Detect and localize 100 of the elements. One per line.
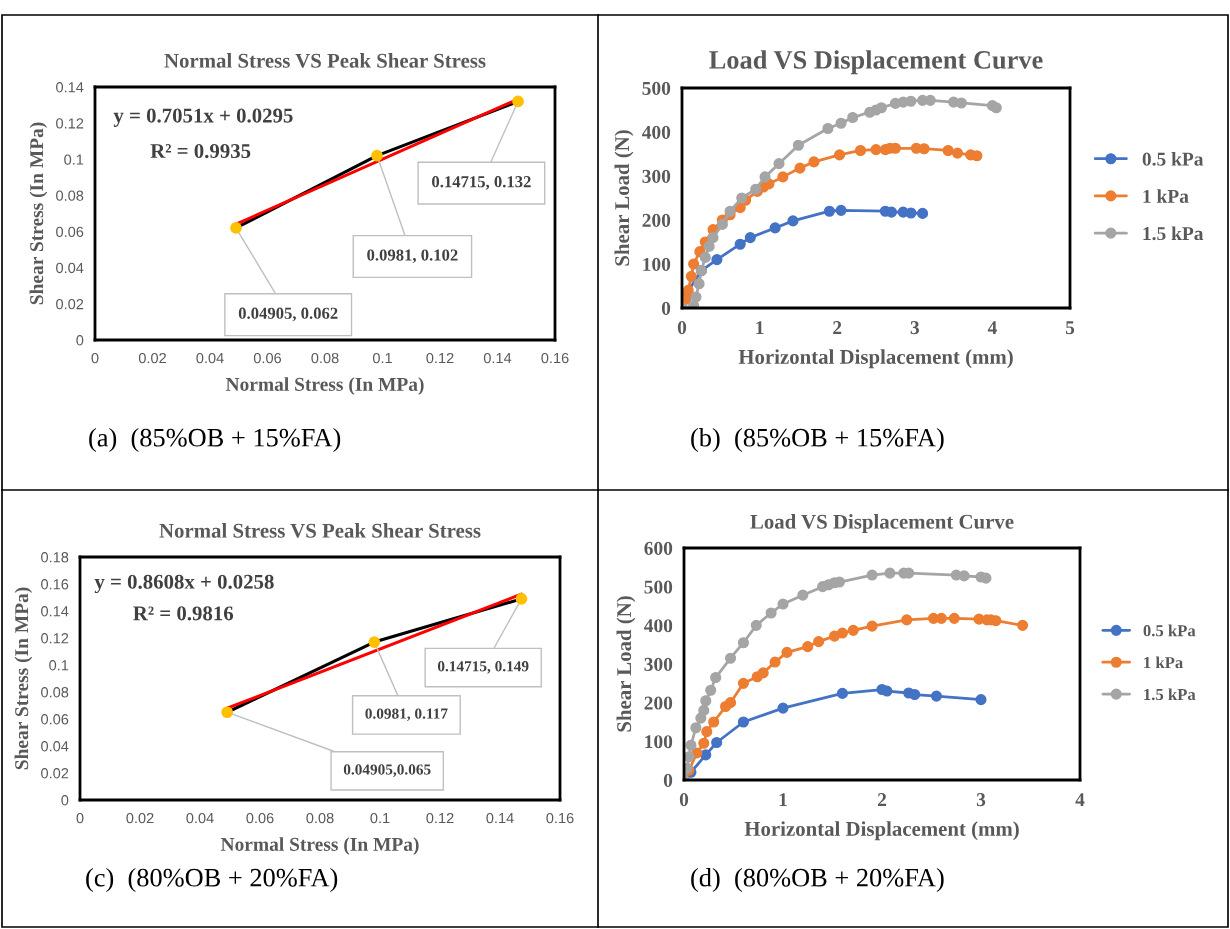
x-tick-label: 2 [833,321,842,334]
y-axis-title: Shear Load (N) [616,596,636,732]
point [716,218,728,230]
data-label: 0.0981, 0.117 [365,708,448,721]
y-tick-label: 200 [644,696,673,710]
y-tick-label: 500 [644,580,673,594]
point [682,284,694,296]
point [736,192,748,204]
point [699,251,711,263]
point [773,158,785,170]
annotation: R² = 0.9816 [133,606,234,621]
chart-title: Load VS Displacement Curve [750,514,1014,533]
x-tick-label: 4 [987,321,997,334]
data-label: 0.14715, 0.132 [432,176,531,190]
x-tick-label: 0.16 [546,812,574,824]
point [866,569,878,581]
chart-title: Normal Stress VS Peak Shear Stress [159,523,481,538]
point [951,147,964,159]
point [802,641,814,653]
y-axis-title: Shear Stress (In MPa) [29,122,48,305]
x-tick-label: 0.12 [426,352,454,364]
x-tick-label: 0 [677,321,687,335]
point [700,749,712,761]
x-tick-label: 0.06 [253,352,282,364]
x-tick-label: 4 [1075,793,1085,806]
y-tick-label: 0.1 [64,154,84,165]
point [917,207,929,219]
y-tick-label: 500 [642,81,671,95]
data-label: 0.04905, 0.062 [238,307,338,322]
legend-label: 0.5 kPa [1143,624,1196,637]
x-tick-label: 0.1 [372,352,392,364]
point [777,598,789,610]
point [710,671,722,684]
y-tick-label: 0.1 [49,660,69,671]
point [836,687,848,699]
point [854,144,867,157]
legend-label: 1.5 kPa [1143,226,1204,241]
y-tick-label: 300 [642,169,671,183]
point [744,232,756,244]
y-tick-label: 0.16 [41,579,69,590]
point [948,612,960,624]
point [515,593,528,605]
x-tick-label: 0.12 [426,812,454,824]
y-tick-label: 400 [643,619,673,633]
point [690,291,702,303]
x-tick-label: 1 [779,793,787,806]
y-tick-label: 0 [663,773,673,787]
point [705,684,717,696]
point [835,204,847,216]
data-label: 0.04905,0.065 [343,764,431,777]
point [707,232,719,244]
point [930,690,943,702]
point [808,156,820,168]
y-tick-label: 0.08 [41,687,69,698]
y-tick-label: 0.12 [41,633,69,644]
point [781,646,793,658]
point [230,222,242,234]
x-tick-label: 0.14 [483,352,512,364]
point [688,258,700,270]
point [759,171,771,183]
y-tick-label: 0.02 [56,298,84,310]
point [724,652,737,664]
point [905,95,917,107]
point [777,702,789,714]
point [693,278,705,290]
y-tick-label: 300 [644,657,673,671]
y-tick-label: 200 [642,213,671,227]
x-axis-title: Horizontal Displacement (mm) [744,821,1019,841]
x-tick-label: 0.04 [186,812,214,824]
y-tick-label: 0.14 [41,606,69,617]
x-tick-label: 1 [756,321,764,334]
point [847,111,859,124]
point [835,117,847,129]
point [905,207,917,219]
legend-label: 0.5 kPa [1142,152,1204,166]
annotation: y = 0.8608x + 0.0258 [94,574,274,594]
point [685,739,697,751]
point [797,589,809,601]
text: (d) (80%OB + 20%FA) [691,868,944,892]
y-tick-label: 0.18 [41,552,69,563]
point [769,656,781,668]
point [698,704,710,716]
point [701,726,713,738]
point [371,149,383,162]
y-tick-label: 0.02 [41,768,69,779]
y-tick-label: 400 [641,125,671,139]
x-tick-label: 0.1 [370,812,390,824]
point [368,636,381,648]
point [884,567,896,579]
legend-label: 1 kPa [1143,189,1189,203]
point [777,171,789,183]
point [700,695,712,707]
point [724,205,736,217]
x-axis-title: Horizontal Displacement (mm) [738,349,1013,369]
point [724,697,737,709]
point [909,688,921,701]
point [866,620,878,632]
x-tick-label: 2 [877,793,887,806]
point [942,144,954,157]
y-tick-label: 100 [645,735,673,749]
